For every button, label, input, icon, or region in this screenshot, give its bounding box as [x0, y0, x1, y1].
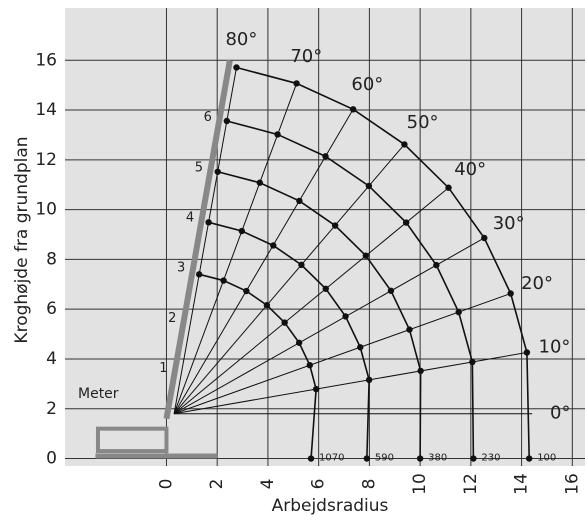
boom-section-label: 6	[204, 110, 212, 125]
angle-label: 20°	[521, 273, 553, 294]
load-label: 100	[537, 453, 556, 464]
x-tick-label: 14	[512, 473, 532, 495]
point	[470, 455, 477, 462]
y-tick-label: 4	[46, 349, 57, 369]
x-tick-label: 16	[562, 473, 582, 495]
y-tick-label: 14	[35, 100, 57, 120]
x-tick-label: 12	[461, 473, 481, 495]
angle-line	[173, 83, 298, 414]
angle-line	[173, 67, 237, 414]
x-tick-label: 0	[156, 479, 176, 490]
angle-line	[173, 144, 405, 415]
angle-label: 50°	[407, 112, 439, 133]
boom-section-label: 1	[159, 361, 167, 376]
y-tick-label: 10	[35, 200, 57, 220]
load-label: 230	[481, 453, 500, 464]
y-tick-label: 16	[35, 50, 57, 70]
y-tick-label: 12	[35, 150, 57, 170]
angle-label: 10°	[539, 337, 571, 358]
load-label: 380	[428, 453, 447, 464]
y-tick-label: 6	[46, 299, 57, 319]
angle-label: 80°	[225, 29, 257, 50]
y-tick-label: 2	[46, 399, 57, 419]
boom	[163, 59, 233, 420]
point	[363, 455, 371, 462]
angle-label: 40°	[454, 159, 486, 180]
point	[525, 455, 533, 462]
x-tick-label: 8	[359, 479, 379, 490]
y-tick-label: 0	[46, 449, 57, 469]
load-label: 590	[375, 453, 394, 464]
point	[307, 455, 315, 462]
angle-label: 70°	[290, 46, 322, 67]
angle-label: 0°	[550, 403, 570, 424]
point	[416, 455, 424, 462]
load-label: 1070	[319, 453, 344, 464]
x-axis-label: Arbejdsradius	[272, 496, 389, 516]
boom-section-label: 2	[168, 311, 176, 326]
angle-line	[173, 187, 449, 415]
boom-section-label: 3	[177, 261, 185, 276]
x-tick-label: 4	[258, 479, 278, 490]
angle-label: 30°	[493, 213, 525, 234]
angle-line	[173, 237, 485, 415]
angle-label: 60°	[351, 74, 383, 95]
angle-line	[173, 352, 527, 415]
x-tick-label: 6	[309, 479, 329, 490]
angle-line	[173, 109, 354, 414]
point	[507, 290, 514, 297]
y-tick-label: 8	[46, 249, 57, 269]
boom-section-label: 5	[195, 160, 203, 175]
crane-body	[95, 426, 169, 454]
boom-section-label: 4	[186, 210, 194, 225]
x-tick-label: 10	[410, 473, 430, 495]
annotation: Meter	[78, 386, 119, 402]
angle-line	[173, 293, 511, 415]
x-tick-label: 2	[207, 479, 227, 490]
y-axis-label: Kroghøjde fra grundplan	[12, 136, 32, 343]
